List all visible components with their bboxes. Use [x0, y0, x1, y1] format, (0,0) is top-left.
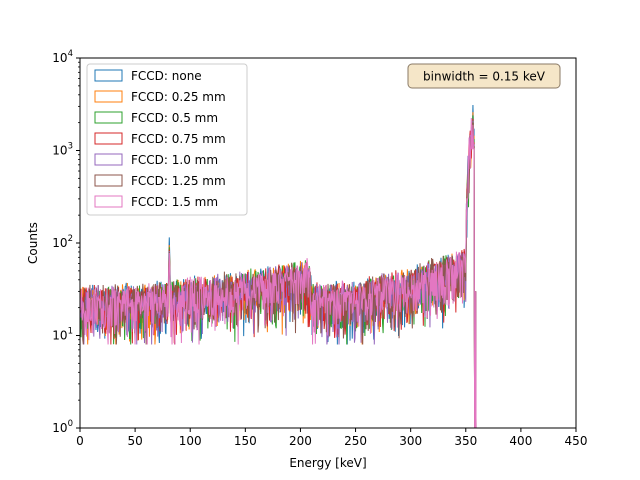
legend-swatch — [94, 195, 123, 208]
legend-label: FCCD: 1.0 mm — [131, 153, 218, 167]
legend-label: FCCD: 1.25 mm — [131, 174, 226, 188]
x-tick-label: 200 — [289, 434, 312, 448]
x-tick-label: 450 — [565, 434, 588, 448]
y-axis-label: Counts — [26, 222, 40, 264]
y-tick-label: 104 — [52, 49, 73, 65]
series-layer — [79, 105, 477, 429]
series-line-6 — [79, 122, 477, 429]
legend-swatch — [94, 90, 123, 103]
x-tick-label: 300 — [399, 434, 422, 448]
legend-swatch — [94, 174, 123, 187]
x-tick-label: 350 — [454, 434, 477, 448]
legend-label: FCCD: 0.75 mm — [131, 132, 226, 146]
x-tick-label: 250 — [344, 434, 367, 448]
x-tick-label: 0 — [76, 434, 84, 448]
y-axis: 100 101 102 103 104 — [52, 49, 80, 435]
legend-swatch — [94, 69, 123, 82]
legend-label: FCCD: none — [131, 69, 202, 83]
legend-swatch — [94, 132, 123, 145]
legend: FCCD: none FCCD: 0.25 mm FCCD: 0.5 mm FCCD:… — [86, 63, 248, 216]
x-tick-label: 150 — [234, 434, 257, 448]
x-axis-label: Energy [keV] — [289, 456, 366, 470]
y-tick-label: 101 — [52, 327, 73, 343]
y-tick-label: 100 — [52, 419, 73, 435]
x-tick-label: 400 — [509, 434, 532, 448]
y-tick-label: 102 — [52, 234, 73, 250]
series-line-4 — [79, 118, 477, 429]
x-axis: 0 50 100 150 200 250 300 350 400 450 — [76, 428, 587, 448]
series-line-7 — [79, 117, 477, 429]
binwidth-annotation: binwidth = 0.15 keV — [423, 70, 546, 84]
x-tick-label: 50 — [127, 434, 142, 448]
legend-swatch — [94, 153, 123, 166]
y-tick-label: 103 — [52, 142, 73, 158]
legend-label: FCCD: 0.5 mm — [131, 111, 218, 125]
legend-swatch — [94, 111, 123, 124]
legend-frame — [86, 63, 248, 216]
annotation-box: binwidth = 0.15 keV — [407, 63, 561, 89]
legend-label: FCCD: 1.5 mm — [131, 195, 218, 209]
legend-label: FCCD: 0.25 mm — [131, 90, 226, 104]
x-tick-label: 100 — [179, 434, 202, 448]
